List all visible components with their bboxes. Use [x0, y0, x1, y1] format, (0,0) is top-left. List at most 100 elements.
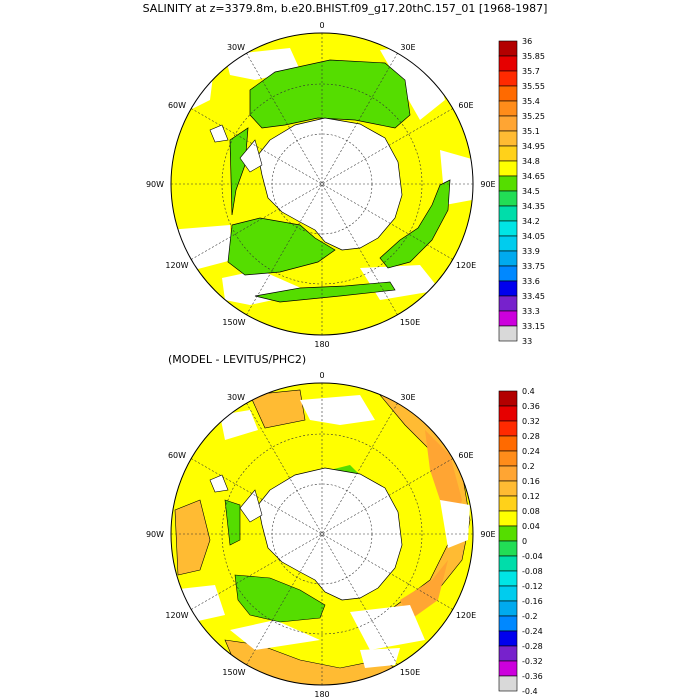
- cb-bottom-label: -0.24: [522, 627, 543, 636]
- lon-label-150w: 150W: [222, 318, 245, 327]
- colorbar-swatch: [498, 115, 518, 132]
- difference-map: 0 30E 60E 90E 120E 150E 180 150W 120W 90…: [146, 371, 543, 699]
- colorbar-swatch: [498, 660, 518, 677]
- cb-top-label: 34.35: [522, 202, 545, 211]
- lon-label-150w: 150W: [222, 668, 245, 677]
- colorbar-swatch: [498, 495, 518, 512]
- colorbar-swatch: [498, 480, 518, 497]
- cb-top-label: 34.8: [522, 157, 540, 166]
- cb-bottom-label: -0.12: [522, 582, 543, 591]
- colorbar-swatch: [498, 450, 518, 467]
- cb-bottom-label: -0.32: [522, 657, 543, 666]
- colorbar-swatch: [498, 585, 518, 602]
- cb-bottom-label: -0.4: [522, 687, 538, 696]
- cb-top-label: 34.95: [522, 142, 545, 151]
- colorbar-swatch: [498, 235, 518, 252]
- cb-top-label: 36: [522, 37, 532, 46]
- colorbar-swatch: [498, 570, 518, 587]
- cb-top-label: 34.05: [522, 232, 545, 241]
- cb-top-label: 34.5: [522, 187, 540, 196]
- cb-top-label: 35.85: [522, 52, 545, 61]
- cb-top-label: 33.3: [522, 307, 540, 316]
- colorbar-swatch: [498, 85, 518, 102]
- cb-top-label: 35.4: [522, 97, 540, 106]
- lon-label-90w: 90W: [146, 180, 164, 189]
- lon-label-90e: 90E: [480, 180, 495, 189]
- lon-label-150e: 150E: [400, 668, 420, 677]
- longitude-labels: 0 30E 60E 90E 120E 150E 180 150W 120W 90…: [146, 371, 496, 699]
- colorbar-swatch: [498, 130, 518, 147]
- lon-label-30e: 30E: [400, 393, 415, 402]
- colorbar-swatch: [498, 465, 518, 482]
- difference-field: [171, 383, 473, 685]
- lon-label-60w: 60W: [168, 451, 186, 460]
- colorbar-swatch: [498, 55, 518, 72]
- colorbar-swatch: [498, 600, 518, 617]
- cb-top-label: 34.2: [522, 217, 540, 226]
- cb-bottom-label: -0.04: [522, 552, 543, 561]
- cb-bottom-label: 0.28: [522, 432, 540, 441]
- lon-label-180: 180: [314, 340, 329, 349]
- colorbar-swatch: [498, 405, 518, 422]
- lon-label-30w: 30W: [227, 43, 245, 52]
- cb-top-label: 35.25: [522, 112, 545, 121]
- colorbar-swatch: [498, 630, 518, 647]
- cb-bottom-label: 0.08: [522, 507, 540, 516]
- cb-bottom-label: -0.16: [522, 597, 543, 606]
- colorbar-swatch: [498, 420, 518, 437]
- cb-bottom-label: -0.2: [522, 612, 538, 621]
- cb-top-label: 33.15: [522, 322, 545, 331]
- lon-label-180: 180: [314, 690, 329, 699]
- cb-bottom-label: 0.4: [522, 387, 535, 396]
- lon-label-90w: 90W: [146, 530, 164, 539]
- colorbar-swatch: [498, 675, 518, 692]
- colorbar-swatch: [498, 250, 518, 267]
- colorbar-swatch: [498, 525, 518, 542]
- colorbar-swatch: [498, 265, 518, 282]
- colorbar-swatch: [498, 555, 518, 572]
- cb-top-label: 33.6: [522, 277, 540, 286]
- cb-top-label: 33.75: [522, 262, 545, 271]
- map-boundary: [170, 32, 474, 336]
- lon-label-120w: 120W: [165, 611, 188, 620]
- cb-top-label: 35.7: [522, 67, 540, 76]
- colorbar-swatch: [498, 205, 518, 222]
- colorbar-swatch: [498, 175, 518, 192]
- cb-bottom-label: -0.28: [522, 642, 543, 651]
- colorbar-swatch: [498, 160, 518, 177]
- colorbar-swatch: [498, 295, 518, 312]
- colorbar-swatch: [498, 390, 518, 407]
- lon-label-150e: 150E: [400, 318, 420, 327]
- lon-label-0: 0: [319, 21, 324, 30]
- map-boundary: [170, 382, 474, 686]
- cb-bottom-label: -0.36: [522, 672, 543, 681]
- colorbar-swatch: [498, 280, 518, 297]
- cb-bottom-label: 0.12: [522, 492, 540, 501]
- lon-label-60w: 60W: [168, 101, 186, 110]
- longitude-labels: 0 30E 60E 90E 120E 150E 180 150W 120W 90…: [146, 21, 496, 349]
- cb-top-label: 35.55: [522, 82, 545, 91]
- cb-bottom-label: 0.04: [522, 522, 540, 531]
- colorbar-swatch: [498, 190, 518, 207]
- colorbar-swatch: [498, 435, 518, 452]
- colorbar-swatch: [498, 100, 518, 117]
- difference-colorbar: 0.4 0.36 0.32 0.28 0.24 0.2 0.16 0.12 0.…: [498, 387, 543, 696]
- cb-bottom-label: 0: [522, 537, 527, 546]
- cb-bottom-label: 0.32: [522, 417, 540, 426]
- lon-label-120w: 120W: [165, 261, 188, 270]
- cb-top-label: 33: [522, 337, 532, 346]
- lon-label-120e: 120E: [456, 611, 476, 620]
- lon-label-30w: 30W: [227, 393, 245, 402]
- colorbar-swatch: [498, 510, 518, 527]
- graticule: [171, 33, 473, 335]
- salinity-colorbar-labels: 36 35.85 35.7 35.55 35.4 35.25 35.1 34.9…: [522, 37, 545, 346]
- cb-top-label: 33.45: [522, 292, 545, 301]
- difference-colorbar-labels: 0.4 0.36 0.32 0.28 0.24 0.2 0.16 0.12 0.…: [522, 387, 543, 696]
- cb-top-label: 34.65: [522, 172, 545, 181]
- colorbar-swatch: [498, 70, 518, 87]
- colorbar-swatch: [498, 325, 518, 342]
- colorbar-swatch: [498, 645, 518, 662]
- salinity-colorbar: 36 35.85 35.7 35.55 35.4 35.25 35.1 34.9…: [498, 37, 545, 346]
- colorbar-swatch: [498, 40, 518, 57]
